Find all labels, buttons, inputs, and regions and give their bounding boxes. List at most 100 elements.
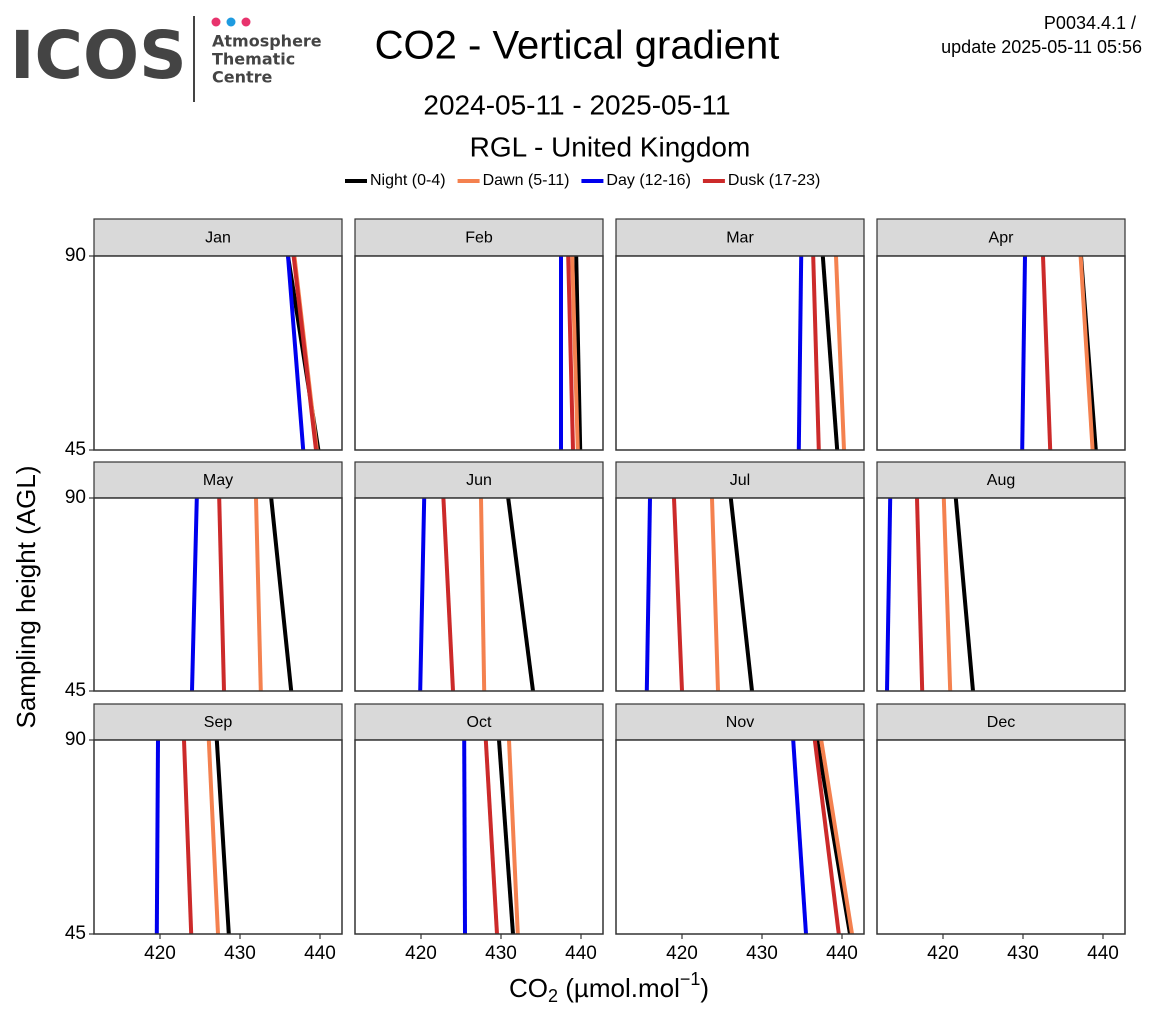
series-line [1020,256,1027,450]
x-tick-label: 430 [224,943,256,964]
panel-border [93,739,343,935]
series-line [791,740,808,934]
series-line [644,498,652,691]
panel-border [615,739,865,935]
strip [354,461,604,499]
panel-background [355,740,603,934]
series-line [812,740,841,934]
logo-line: Thematic [212,50,295,69]
series-line [254,498,263,691]
series-line [479,498,487,691]
series-line [286,256,306,450]
x-label-sub: 2 [548,986,558,1006]
panel-border [876,739,1126,935]
legend-label: Day (12-16) [606,172,690,189]
logo-dot [241,17,251,27]
panel: Mar [615,218,865,451]
strip [354,218,604,257]
strip-label: Feb [465,230,493,247]
panel-border [876,255,1126,451]
series-line [441,498,455,691]
strip-label: Mar [726,230,754,247]
panel-background [355,256,603,450]
panel: Sep 45 90 420 430 440 [65,703,343,964]
strip-label: Aug [987,472,1015,489]
panel-background [355,498,603,691]
series-line [941,498,953,691]
strip-label: Apr [989,230,1015,247]
x-tick-label: 420 [927,943,959,964]
series-line [1041,256,1053,450]
x-tick-label: 440 [565,943,597,964]
panel: Feb [354,218,604,451]
series-line [953,498,975,691]
y-tick-label: 45 [65,439,86,460]
panel: Nov 420 430 440 [615,703,865,964]
panel: Jun [354,461,604,692]
code: P0034.4.1 / [1044,13,1136,33]
series-line [710,498,720,691]
update: update 2025-05-11 05:56 [941,37,1142,57]
series-line [1078,256,1095,450]
panel: Jul [615,461,865,692]
strip [876,461,1126,499]
strip-label: Dec [987,714,1015,731]
panel: Dec 420 430 440 [876,703,1126,964]
strip-label: May [203,472,233,489]
series-line [214,740,231,934]
series-line [182,740,194,934]
series-line [820,256,840,450]
strip [93,703,343,741]
x-label-sup: −1 [680,969,701,989]
panel-border [354,739,604,935]
chart-subtitle: 2024-05-11 - 2025-05-11 [423,89,730,120]
logo: ICOS Atmosphere Thematic Centre [10,16,322,102]
legend-label: Dusk (17-23) [728,172,820,189]
series-line [885,498,893,691]
panel: Jan 45 90 [65,218,343,460]
panel-border [93,497,343,692]
strip-label: Oct [467,714,492,731]
x-tick-label: 420 [405,943,437,964]
strip [615,703,865,741]
x-label-part: CO [509,973,548,1003]
strip-label: Jun [466,472,492,489]
series-line [915,498,925,691]
series-line [574,256,583,450]
series-line [206,740,220,934]
panel-border [354,497,604,692]
series-line [190,498,199,691]
station: RGL - United Kingdom [470,131,751,162]
legend-label: Night (0-4) [370,172,446,189]
series-line [269,498,294,691]
panel-border [93,255,343,451]
panel: Aug [876,461,1126,692]
strip [876,703,1126,741]
series-line [462,740,467,934]
series-line [497,740,515,934]
panel-border [876,497,1126,692]
panel-background [877,498,1125,691]
series-line [811,256,821,450]
x-tick-label: 430 [746,943,778,964]
series-line [834,256,846,450]
series-line [291,256,318,450]
strip-label: Jan [205,230,231,247]
y-tick-label: 90 [65,487,86,508]
panel-border [615,255,865,451]
series-line [819,740,854,934]
panel-background [877,740,1125,934]
x-tick-label: 440 [1087,943,1119,964]
panel-border [354,255,604,451]
x-tick-label: 430 [485,943,517,964]
x-tick-label: 420 [144,943,176,964]
strip [354,703,604,741]
chart-title: CO2 - Vertical gradient [375,24,780,68]
strip [93,461,343,499]
panel: May 45 90 [65,461,343,701]
series-line [672,498,684,691]
series-line [796,256,804,450]
series-line [506,498,535,691]
strip [615,461,865,499]
